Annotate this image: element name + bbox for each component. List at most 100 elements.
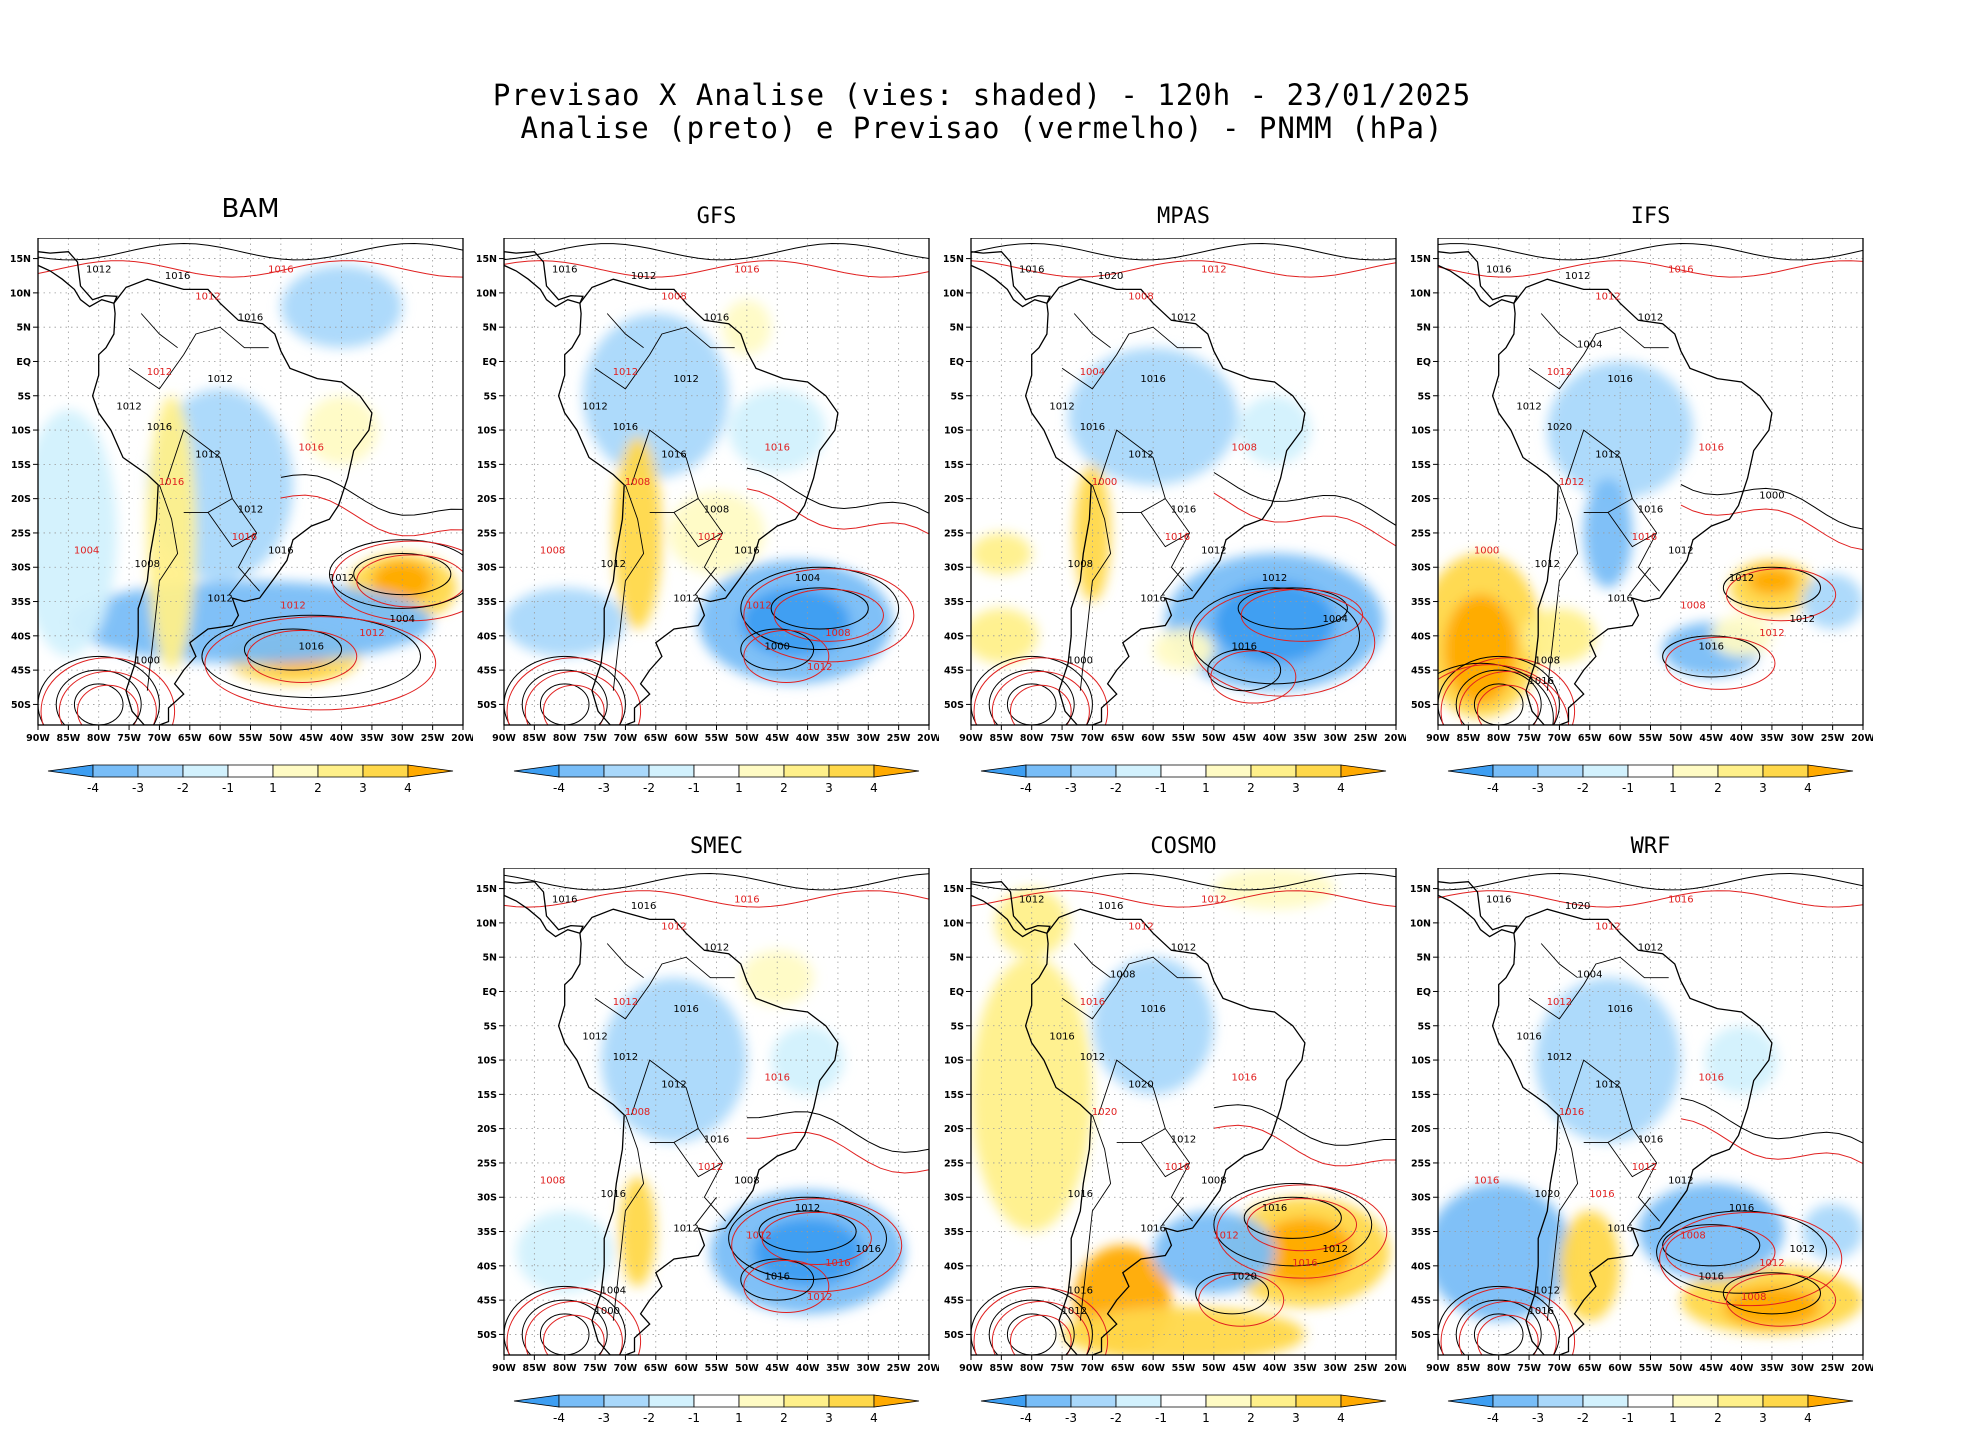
analysis-contour-label: 1016 xyxy=(673,1004,698,1015)
analysis-contour-label: 1004 xyxy=(1577,970,1602,981)
lon-tick-label: 50W xyxy=(1202,733,1226,744)
map-cosmo: 1012 1016 1012 1016 1016 1020 1012 1012 1016 1016… xyxy=(943,868,1406,1425)
colorbar-segment xyxy=(1672,1394,1719,1408)
analysis-contour xyxy=(504,655,626,725)
analysis-contour-label: 1012 xyxy=(1061,1306,1086,1317)
bias-shade xyxy=(371,560,433,602)
lat-tick-label: EQ xyxy=(1416,987,1431,998)
forecast-contour-label: 1016 xyxy=(734,264,759,275)
south-america-coastline xyxy=(1491,908,1773,1355)
analysis-contour-label: 1008 xyxy=(1201,1176,1226,1187)
lat-tick-label: 15N xyxy=(10,254,31,265)
analysis-contour xyxy=(328,539,463,609)
forecast-contour-label: 1008 xyxy=(1680,1230,1705,1241)
lon-tick-label: 50W xyxy=(269,733,293,744)
lon-tick-label: 65W xyxy=(644,1363,668,1374)
colorbar-label: -2 xyxy=(1110,781,1122,795)
lat-tick-label: EQ xyxy=(16,357,31,368)
lat-tick-label: 15S xyxy=(477,1090,497,1101)
lon-tick-label: 20W xyxy=(451,733,473,744)
colorbar-segment xyxy=(407,764,454,778)
analysis-contour xyxy=(504,1285,626,1355)
lat-tick-label: 15S xyxy=(1411,1090,1431,1101)
lon-tick-label: 55W xyxy=(1639,1363,1663,1374)
forecast-contour xyxy=(773,588,884,642)
analysis-contour xyxy=(1213,472,1396,526)
lon-tick-label: 65W xyxy=(1578,1363,1602,1374)
lon-tick-label: 90W xyxy=(1426,1363,1450,1374)
forecast-contour xyxy=(1659,1211,1843,1307)
country-border xyxy=(606,313,644,349)
lat-tick-label: 5S xyxy=(951,391,965,402)
forecast-contour-label: 1012 xyxy=(1201,894,1226,905)
colorbar-label: -3 xyxy=(598,1411,610,1425)
lat-tick-label: 15S xyxy=(1411,460,1431,471)
colorbar-segment xyxy=(873,1394,920,1408)
lon-tick-label: 25W xyxy=(1354,1363,1378,1374)
analysis-contour-label: 1012 xyxy=(661,1079,686,1090)
country-border xyxy=(594,956,735,1020)
forecast-contour-label: 1012 xyxy=(1632,1162,1657,1173)
analysis-contour-label: 1012 xyxy=(1668,546,1693,557)
lon-tick-label: 35W xyxy=(1760,733,1784,744)
lon-tick-label: 50W xyxy=(735,733,759,744)
forecast-contour-label: 1008 xyxy=(1128,292,1153,303)
analysis-contour xyxy=(1195,1272,1270,1315)
colorbar-segment xyxy=(1115,1394,1162,1408)
forecast-contour-label: 1004 xyxy=(74,546,99,557)
forecast-contour xyxy=(743,1259,830,1313)
lon-tick-label: 90W xyxy=(1426,733,1450,744)
lat-tick-label: 35S xyxy=(1411,1227,1431,1238)
lon-tick-label: 30W xyxy=(856,733,880,744)
analysis-contour-label: 1016 xyxy=(764,1272,789,1283)
lat-tick-label: 15N xyxy=(476,254,497,265)
map-ifs: 1016 1012 1012 1016 1012 1012 1016 1020 1012 1016… xyxy=(1410,238,1873,795)
forecast-contour xyxy=(1192,588,1376,697)
lon-tick-label: 20W xyxy=(917,1363,939,1374)
lon-tick-label: 90W xyxy=(492,1363,516,1374)
analysis-contour-label: 1012 xyxy=(238,504,263,515)
forecast-contour xyxy=(1665,1225,1776,1279)
country-border xyxy=(140,313,178,349)
country-border xyxy=(1079,1114,1112,1321)
bias-shade xyxy=(1438,1183,1572,1321)
colorbar-label: -3 xyxy=(132,781,144,795)
colorbar-segment xyxy=(1717,1394,1764,1408)
lat-tick-label: 25S xyxy=(477,1158,497,1169)
forecast-contour-label: 1012 xyxy=(698,1162,723,1173)
lat-tick-label: 5S xyxy=(18,391,32,402)
country-border xyxy=(1628,1196,1651,1225)
analysis-contour xyxy=(1662,1224,1761,1267)
forecast-contour-label: 1012 xyxy=(746,600,771,611)
colorbar-label: -1 xyxy=(222,781,234,795)
lat-tick-label: 50S xyxy=(944,700,964,711)
analysis-contour-label: 1008 xyxy=(734,1176,759,1187)
lon-tick-label: 45W xyxy=(765,733,789,744)
analysis-contour xyxy=(38,242,463,261)
analysis-contour-label: 1012 xyxy=(704,942,729,953)
figure-title: Previsao X Analise (vies: shaded) - 120h… xyxy=(492,78,1472,112)
colorbar-label: 2 xyxy=(780,1411,788,1425)
forecast-contour xyxy=(506,657,642,725)
panel-title: WRF xyxy=(1630,834,1671,859)
analysis-contour-label: 1012 xyxy=(1080,1052,1105,1063)
colorbar-label: -1 xyxy=(688,1411,700,1425)
forecast-contour xyxy=(1246,1198,1358,1252)
country-border xyxy=(612,484,645,691)
analysis-contour-label: 1012 xyxy=(1790,614,1815,625)
lat-tick-label: 5S xyxy=(951,1021,965,1032)
forecast-contour xyxy=(1240,588,1364,642)
analysis-contour-label: 1000 xyxy=(594,1306,619,1317)
country-border xyxy=(594,326,735,390)
analysis-contour-label: 1012 xyxy=(1668,1176,1693,1187)
colorbar-segment xyxy=(980,1394,1027,1408)
country-border xyxy=(1546,1114,1579,1321)
analysis-contour xyxy=(988,1299,1075,1355)
country-border xyxy=(1140,512,1190,548)
analysis-contour xyxy=(971,1285,1093,1355)
forecast-contour xyxy=(204,616,437,711)
forecast-contour xyxy=(504,260,929,278)
colorbar-segment xyxy=(1070,1394,1117,1408)
forecast-contour-label: 1016 xyxy=(1589,1189,1614,1200)
colorbar-label: 4 xyxy=(870,1411,878,1425)
